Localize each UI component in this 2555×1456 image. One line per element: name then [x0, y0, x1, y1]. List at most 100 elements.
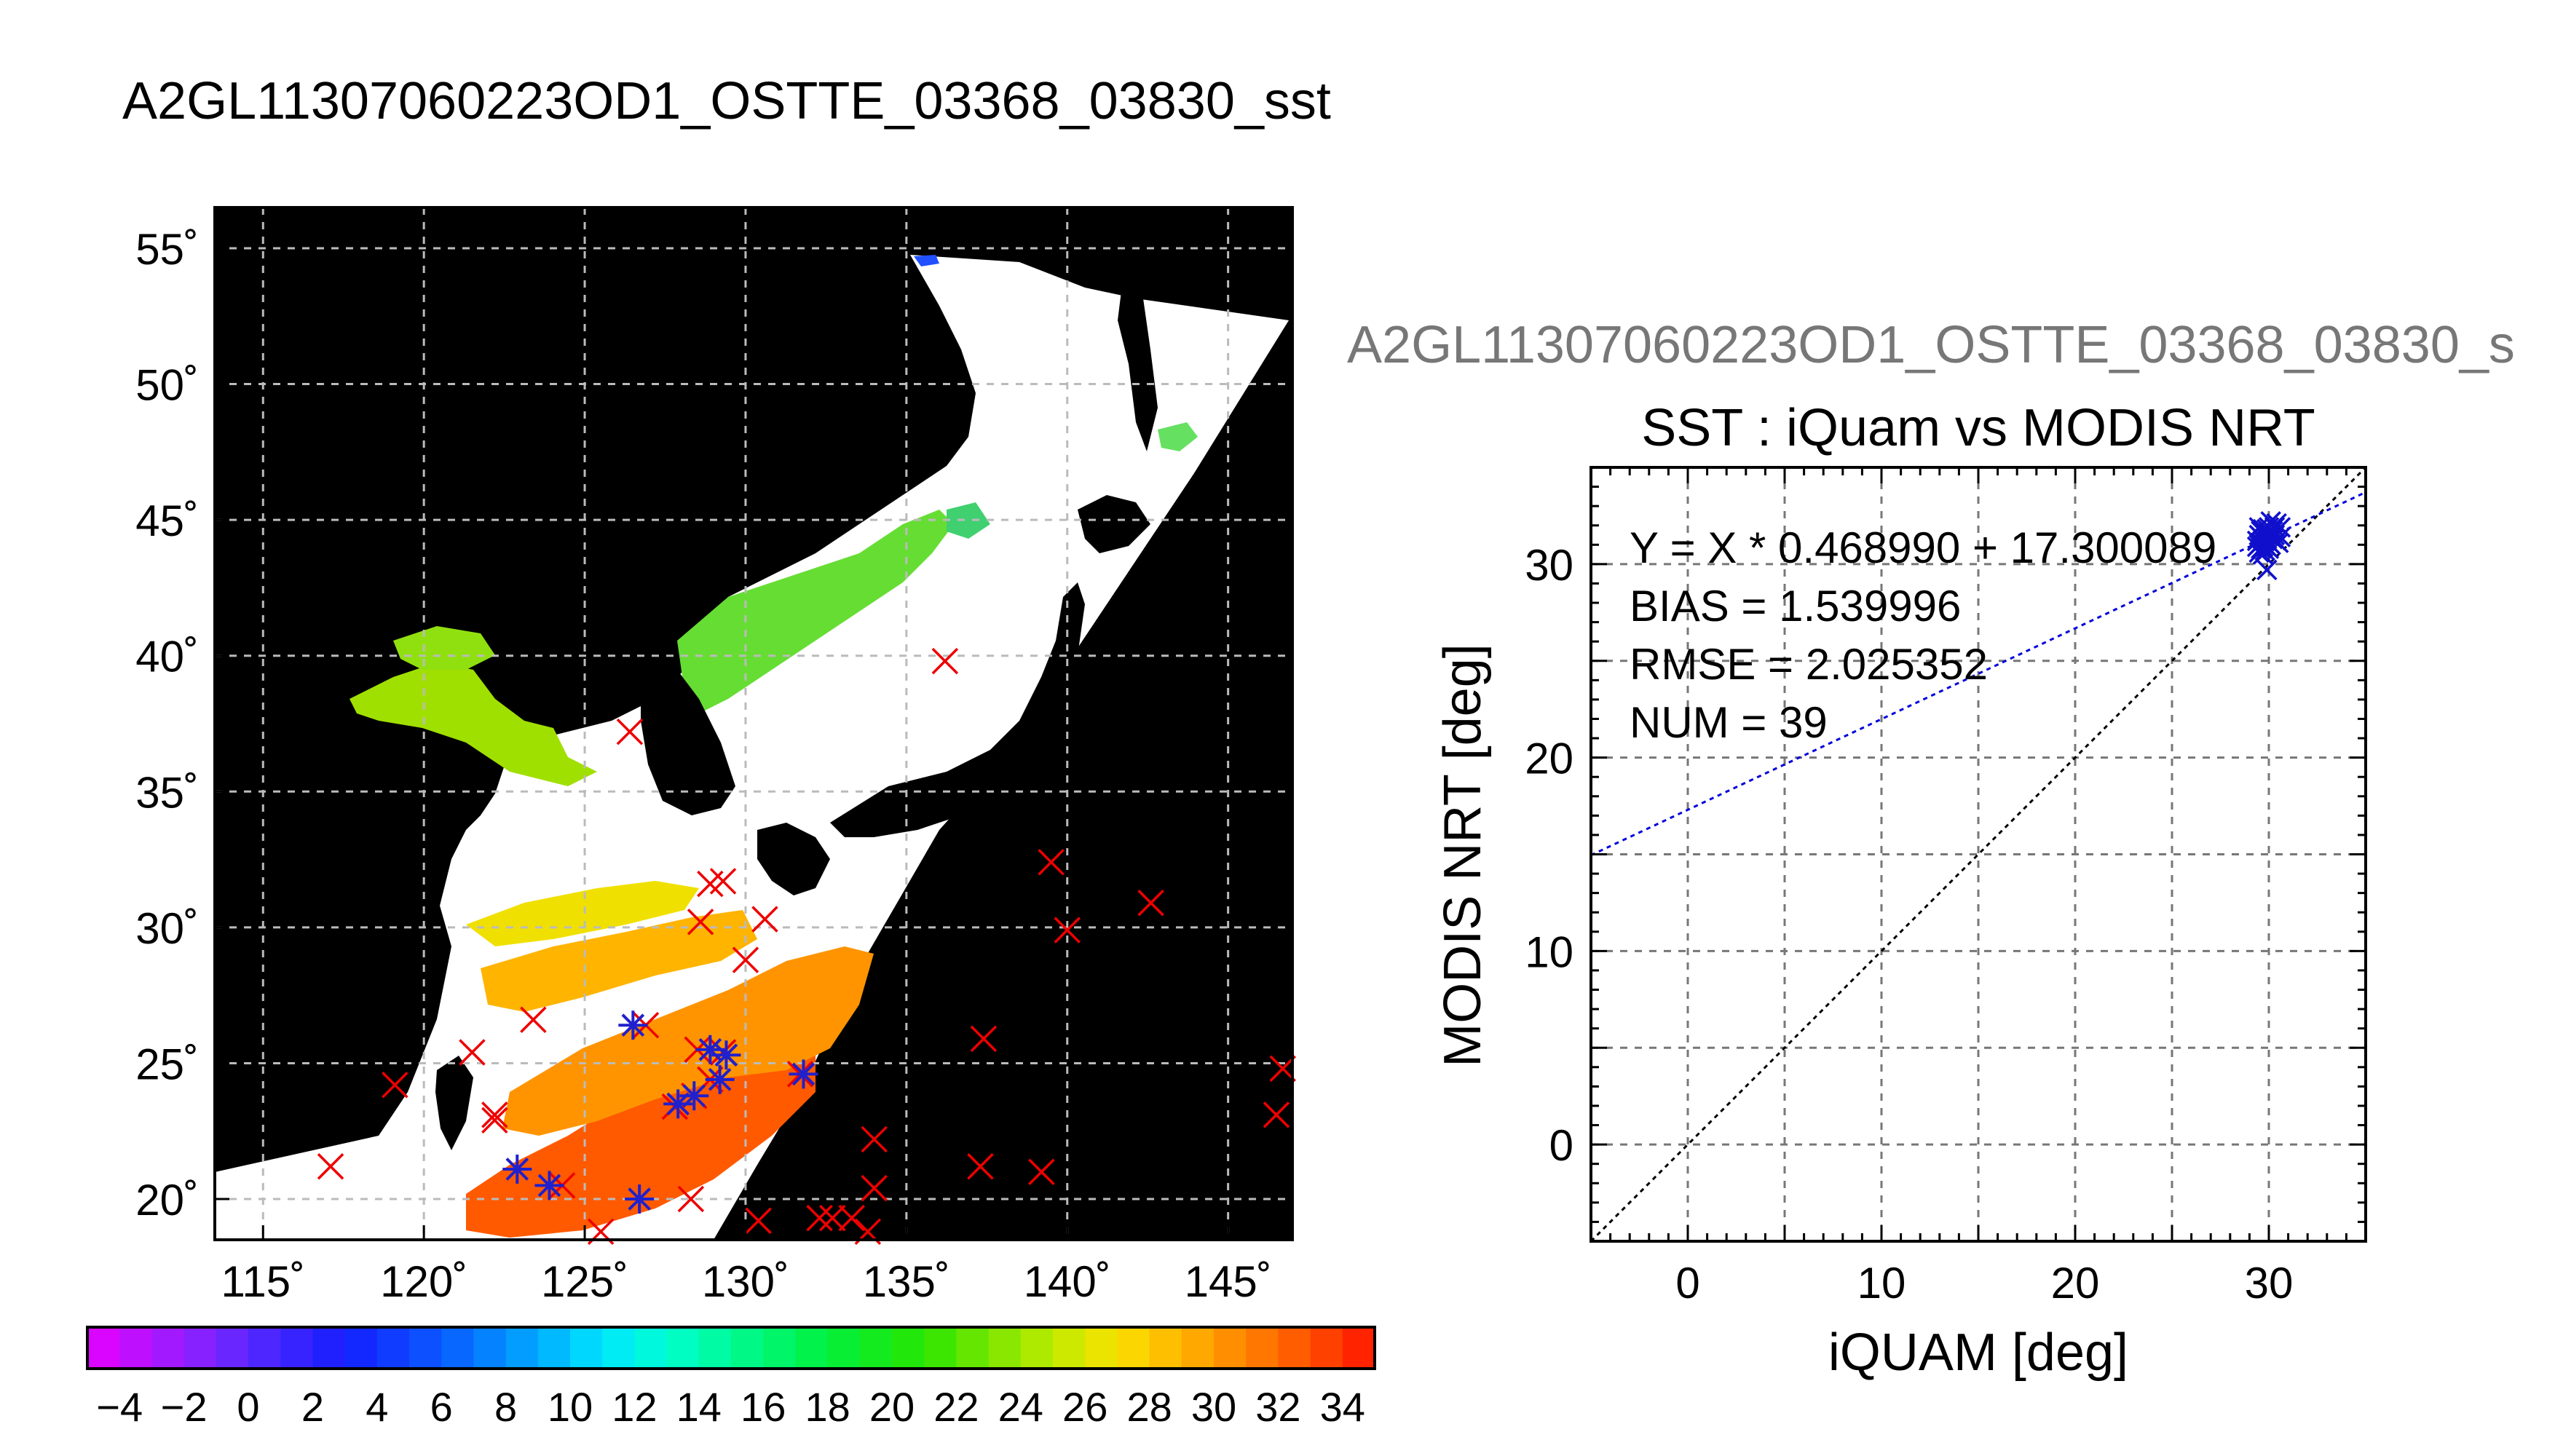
colorbar-bin — [1085, 1327, 1118, 1369]
colorbar-tick-label: 32 — [1255, 1384, 1300, 1430]
scatter-y-tick-label: 10 — [1525, 927, 1573, 976]
insitu-point-red-x — [382, 1072, 408, 1099]
colorbar-tick-label: 18 — [805, 1384, 850, 1430]
colorbar-tick-label: 4 — [366, 1384, 388, 1430]
scatter-title: SST : iQuam vs MODIS NRT — [1641, 399, 2315, 457]
insitu-point-red-x — [481, 1107, 508, 1134]
map-lon-tick-label: 130˚ — [702, 1257, 789, 1306]
colorbar-bin — [634, 1327, 668, 1369]
colorbar-bin — [1214, 1327, 1247, 1369]
colorbar-tick-label: 28 — [1126, 1384, 1172, 1430]
sst-region-teal-north — [947, 502, 990, 539]
insitu-point-red-x — [520, 1006, 547, 1033]
insitu-point-red-x — [970, 1025, 998, 1053]
matchup-point-blue-star — [625, 1184, 655, 1214]
colorbar-tick-label: −2 — [161, 1384, 208, 1430]
map-lat-tick-label: 25˚ — [135, 1040, 199, 1088]
map-lat-tick-label: 50˚ — [135, 361, 199, 410]
map-lon-tick-label: 125˚ — [541, 1257, 628, 1306]
colorbar-tick-label: 26 — [1062, 1384, 1107, 1430]
scatter-point — [2270, 526, 2291, 547]
colorbar-bin — [1149, 1327, 1182, 1369]
sst-region-green-yellow-sea — [350, 662, 597, 786]
colorbar-bin — [892, 1327, 925, 1369]
insitu-point-red-x — [861, 1125, 888, 1153]
colorbar-bin — [827, 1327, 861, 1369]
colorbar-bin — [216, 1327, 249, 1369]
colorbar-bin — [859, 1327, 893, 1369]
scatter-x-tick-label: 20 — [2051, 1259, 2100, 1307]
insitu-point-red-x — [745, 1207, 772, 1235]
colorbar-tick-label: 8 — [494, 1384, 517, 1430]
matchup-point-blue-star — [534, 1171, 564, 1200]
insitu-point-red-x — [751, 906, 778, 933]
satellite-swath — [215, 255, 1289, 1240]
map-insitu-points — [317, 647, 1296, 1246]
map-lon-tick-label: 120˚ — [380, 1257, 467, 1306]
matchup-point-blue-star — [618, 1010, 648, 1040]
colorbar-tick-label: 6 — [430, 1384, 453, 1430]
sst-region-okhotsk — [1158, 422, 1198, 451]
map-lon-tick-label: 145˚ — [1185, 1257, 1272, 1306]
colorbar-bin — [376, 1327, 410, 1369]
insitu-point-red-x — [481, 1101, 508, 1128]
colorbar-tick-label: 20 — [869, 1384, 915, 1430]
insitu-point-red-x — [1137, 890, 1164, 917]
insitu-point-red-x — [806, 1204, 833, 1232]
colorbar-bin — [924, 1327, 957, 1369]
colorbar-bin — [312, 1327, 346, 1369]
colorbar-tick-label: 16 — [741, 1384, 786, 1430]
insitu-point-red-x — [1054, 917, 1081, 943]
secondary-title: A2GL11307060223OD1_OSTTE_03368_03830_s — [1347, 316, 2515, 374]
insitu-point-red-x — [1028, 1158, 1055, 1185]
colorbar-bin — [441, 1327, 474, 1369]
scatter-y-tick-label: 0 — [1549, 1121, 1573, 1170]
colorbar-bin — [409, 1327, 442, 1369]
colorbar-bin — [1342, 1327, 1375, 1369]
map-lat-tick-label: 40˚ — [135, 633, 199, 681]
matchup-point-blue-star — [789, 1059, 818, 1089]
scatter-panel: SST : iQuam vs MODIS NRT Y = X * 0.46899… — [1434, 399, 2367, 1382]
scatter-point — [2256, 559, 2278, 581]
colorbar-bin — [1117, 1327, 1150, 1369]
colorbar-bin — [988, 1327, 1022, 1369]
matchup-point-blue-star — [705, 1064, 735, 1094]
map-lon-tick-label: 115˚ — [221, 1257, 305, 1306]
land-korea — [641, 670, 735, 815]
regression-line — [1591, 491, 2366, 857]
colorbar-bin — [602, 1327, 635, 1369]
land-sakhalin — [1118, 291, 1158, 451]
main-title: A2GL11307060223OD1_OSTTE_03368_03830_sst — [122, 72, 1331, 130]
colorbar-bin — [344, 1327, 378, 1369]
colorbar-bin — [248, 1327, 281, 1369]
scatter-annotation-line: Y = X * 0.468990 + 17.300089 — [1630, 523, 2216, 572]
colorbar-bin — [731, 1327, 764, 1369]
map-lat-tick-label: 30˚ — [135, 904, 199, 953]
scatter-point — [2270, 517, 2291, 538]
insitu-point-red-x — [838, 1204, 865, 1232]
colorbar-bin — [1278, 1327, 1311, 1369]
colorbar-bin — [1246, 1327, 1279, 1369]
colorbar-frame — [86, 1326, 1376, 1370]
land-taiwan — [435, 1056, 473, 1150]
map-lat-tick-label: 20˚ — [135, 1176, 199, 1224]
colorbar-tick-label: 10 — [548, 1384, 593, 1430]
insitu-point-red-x — [931, 647, 959, 675]
colorbar-bin — [795, 1327, 829, 1369]
colorbar-bin — [87, 1327, 120, 1369]
land-japan-kyushu — [757, 823, 830, 895]
scatter-x-tick-label: 10 — [1857, 1259, 1906, 1307]
colorbar-bin — [280, 1327, 313, 1369]
land-china-coast — [215, 713, 466, 1165]
insitu-point-red-x — [687, 909, 714, 935]
matchup-point-blue-star — [711, 1040, 741, 1070]
scatter-annotation-line: RMSE = 2.025352 — [1630, 640, 1988, 689]
matchup-point-blue-star — [502, 1154, 532, 1184]
scatter-x-axis-label: iQUAM [deg] — [1828, 1324, 2128, 1382]
map-axis-ticks: 115˚ 120˚ 125˚ 130˚ 135˚ 140˚ 145˚ 20˚ 25˚ 30˚ 35˚… — [135, 225, 1271, 1306]
scatter-x-tick-label: 0 — [1675, 1259, 1699, 1307]
insitu-point-red-x — [616, 718, 644, 745]
sst-colorbar: −4 −2 0 2 4 6 8 10 12 14 16 18 20 22 24 26 28 30 32 34 — [86, 1326, 1376, 1430]
insitu-point-red-x — [1263, 1101, 1290, 1128]
